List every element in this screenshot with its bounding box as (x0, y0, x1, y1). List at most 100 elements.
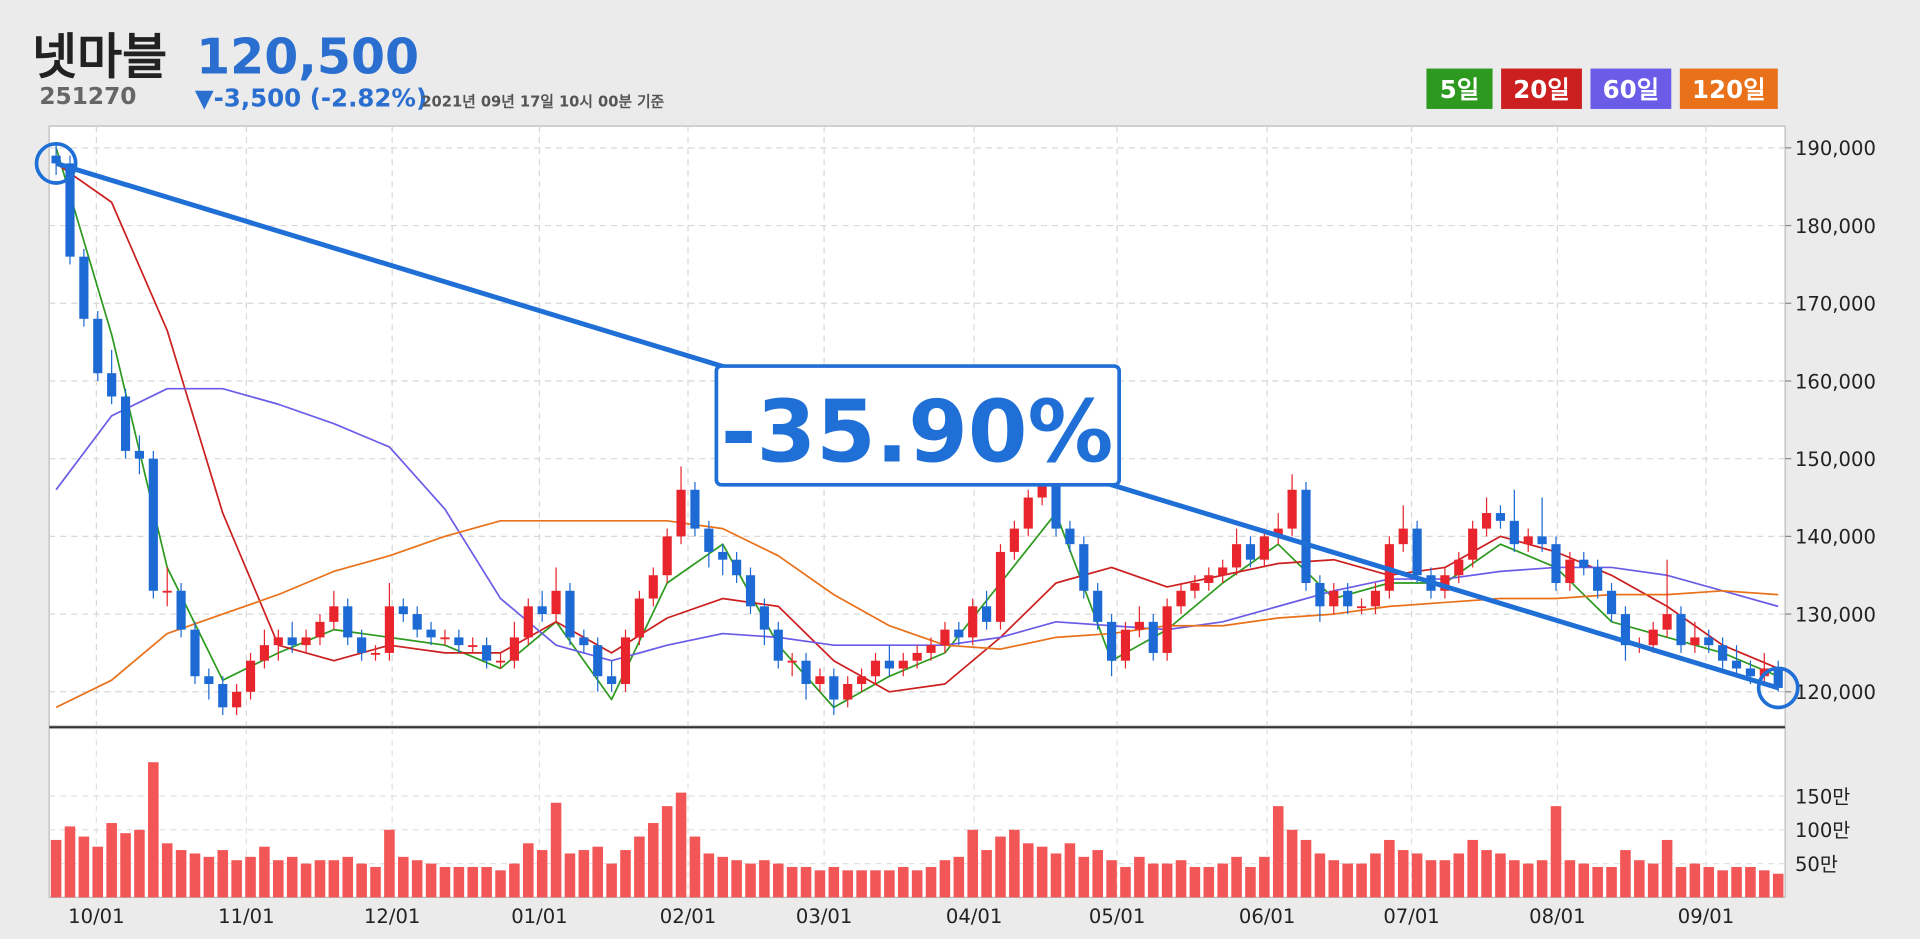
candle-body (176, 590, 186, 630)
candle-body (1440, 575, 1450, 591)
volume-bar (245, 856, 256, 898)
candle-body (1606, 590, 1617, 615)
candle-body (1106, 621, 1117, 661)
volume-bar (148, 762, 159, 898)
candle-body (454, 637, 464, 646)
volume-bar (1272, 806, 1284, 898)
candle-body (1481, 513, 1492, 529)
volume-bar (1009, 829, 1020, 898)
volume-bar (50, 839, 62, 898)
volume-bars (50, 762, 1784, 898)
candle-body (870, 660, 881, 677)
candle-body (1662, 614, 1672, 630)
volume-bar (439, 866, 451, 898)
x-tick-label: 12/01 (364, 905, 420, 928)
volume-bar (1578, 863, 1590, 898)
volume-bar (1342, 863, 1353, 898)
candle-body (1370, 590, 1381, 607)
candle-body (343, 606, 353, 638)
volume-bar (1592, 866, 1603, 898)
candle-body (1495, 513, 1506, 521)
volume-bar (1092, 850, 1103, 898)
candle-body (1745, 668, 1756, 677)
volume-bar (564, 853, 576, 898)
candle-body (648, 575, 658, 599)
volume-bar (384, 829, 395, 898)
legend-button[interactable] (1501, 68, 1582, 109)
candle-body (370, 652, 381, 655)
candle-body (1037, 481, 1047, 498)
volume-bar (1550, 806, 1562, 898)
y-tick-label: 120,000 (1795, 681, 1876, 704)
volume-bar (620, 850, 631, 898)
candle-body (940, 629, 950, 646)
price-change: ▼-3,500 (-2.82%) (195, 84, 427, 113)
volume-bar (745, 863, 756, 898)
candle-body (148, 458, 158, 591)
volume-bar (1509, 860, 1520, 898)
volume-bar (1036, 846, 1048, 898)
volume-bar (189, 853, 201, 898)
candle-body (634, 598, 644, 638)
candle-body (690, 489, 700, 529)
x-tick-label: 11/01 (218, 905, 274, 928)
volume-bar (203, 856, 215, 898)
volume-bar (995, 836, 1006, 898)
candle-body (676, 489, 686, 537)
candle-body (968, 606, 978, 638)
candle-body (843, 684, 853, 700)
volume-bar (356, 863, 367, 898)
candle-body (523, 606, 533, 638)
candle-body (801, 660, 811, 685)
volume-bar (592, 846, 604, 898)
candle-body (1356, 606, 1367, 609)
legend-button[interactable] (1679, 68, 1778, 109)
candle-body (1259, 536, 1269, 560)
volume-bar (1745, 866, 1756, 898)
volume-bar (897, 866, 909, 898)
x-tick-label: 07/01 (1383, 905, 1439, 928)
candle-body (537, 606, 547, 615)
candle-body (1329, 590, 1339, 607)
volume-bar (286, 856, 298, 898)
volume-bar (1078, 856, 1090, 898)
volume-bar (509, 863, 520, 898)
volume-bar (884, 870, 895, 898)
legend-button[interactable] (1590, 68, 1672, 109)
volume-bar (1022, 843, 1034, 898)
candle-body (759, 606, 769, 630)
stock-code: 251270 (39, 83, 136, 110)
y-tick-label: 170,000 (1795, 293, 1876, 316)
candle-body (1134, 621, 1144, 630)
x-tick-label: 09/01 (1678, 905, 1734, 928)
candle-body (273, 637, 283, 646)
candle-body (620, 637, 631, 685)
candle-body (1023, 497, 1033, 529)
candle-body (1620, 614, 1631, 646)
volume-bar (1314, 853, 1326, 898)
candle-body (1398, 528, 1408, 545)
candle-body (773, 629, 783, 661)
candle-body (718, 551, 728, 560)
trend-annotation: -35.90% (34, 141, 1800, 710)
volume-bar (1717, 870, 1728, 898)
volume-bar (1564, 860, 1576, 898)
x-tick-label: 03/01 (796, 905, 852, 928)
volume-bar (64, 826, 76, 898)
volume-bar (675, 792, 687, 898)
volume-bar (1189, 866, 1201, 898)
volume-bar (1703, 866, 1715, 898)
legend: 5일 20일 60일 120일 (1426, 68, 1778, 109)
volume-bar (1161, 863, 1173, 898)
legend-button[interactable] (1426, 68, 1493, 109)
volume-bar (314, 860, 326, 898)
candle-body (315, 621, 325, 638)
candle-body (857, 676, 867, 685)
candle-body (1509, 520, 1519, 545)
candle-body (329, 606, 339, 622)
volume-bar (772, 863, 784, 898)
volume-bar (1481, 850, 1492, 898)
volume-bar (161, 843, 173, 898)
candle-body (1551, 544, 1561, 584)
